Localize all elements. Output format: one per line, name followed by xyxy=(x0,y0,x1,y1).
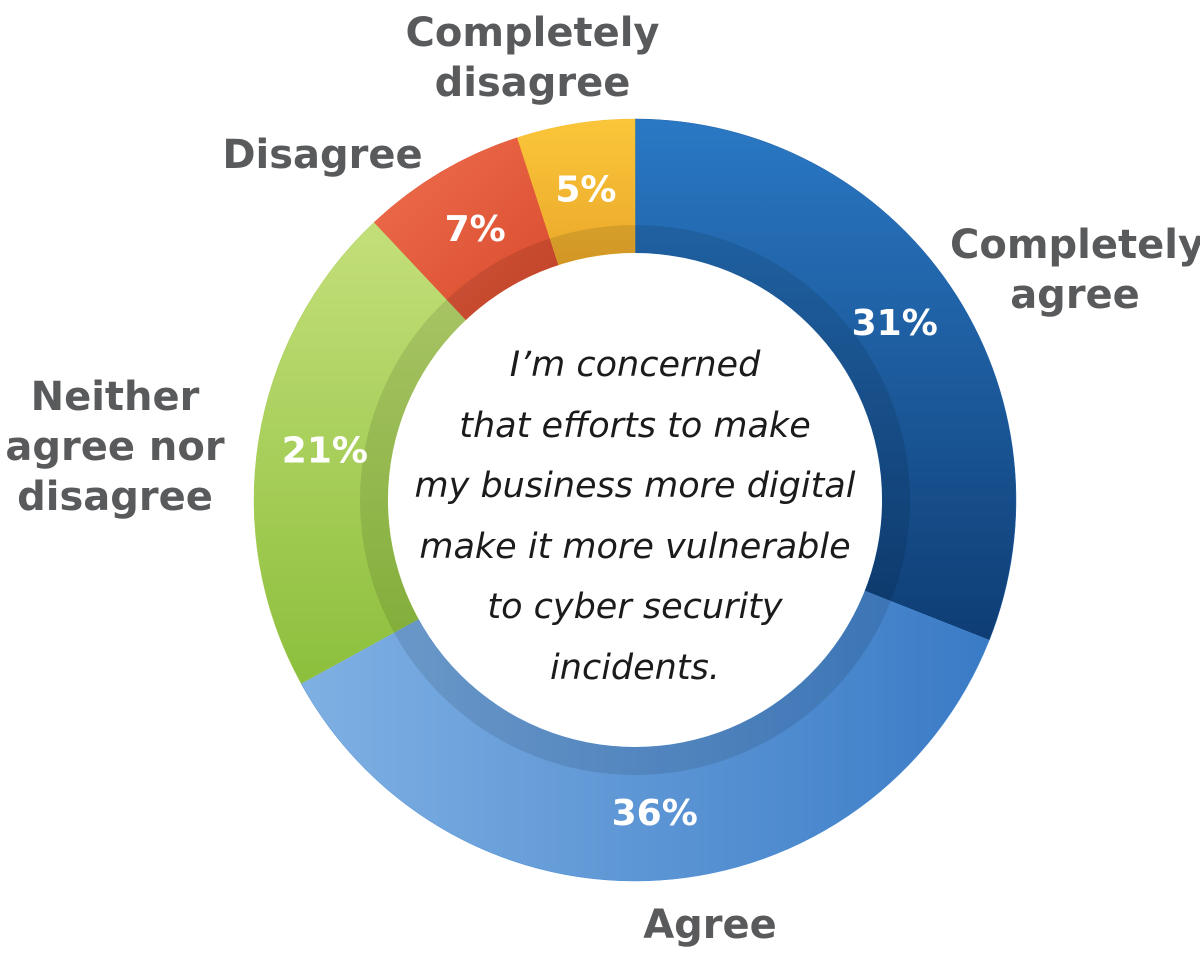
label-agree: Agree xyxy=(643,902,777,948)
inner-ring-shade xyxy=(360,225,910,775)
value-label-completely-disagree: 5% xyxy=(555,169,616,210)
value-labels: 31% 36% 21% 7% 5% xyxy=(282,169,938,834)
label-disagree: Disagree xyxy=(222,132,423,178)
center-question: I’m concerned that efforts to make my bu… xyxy=(414,345,856,688)
value-label-neither-agree-nor-disagree: 21% xyxy=(282,430,368,471)
label-completely-agree: Completely agree xyxy=(950,222,1200,318)
value-label-completely-agree: 31% xyxy=(852,303,938,344)
center-hole xyxy=(388,253,882,747)
value-label-agree: 36% xyxy=(612,793,698,834)
label-neither-agree-nor-disagree: Neither agree nor disagree xyxy=(5,374,225,520)
slice-agree xyxy=(300,590,990,882)
donut-slices xyxy=(253,118,1017,882)
value-label-disagree: 7% xyxy=(445,209,506,250)
label-completely-disagree: Completely disagree xyxy=(405,10,660,106)
